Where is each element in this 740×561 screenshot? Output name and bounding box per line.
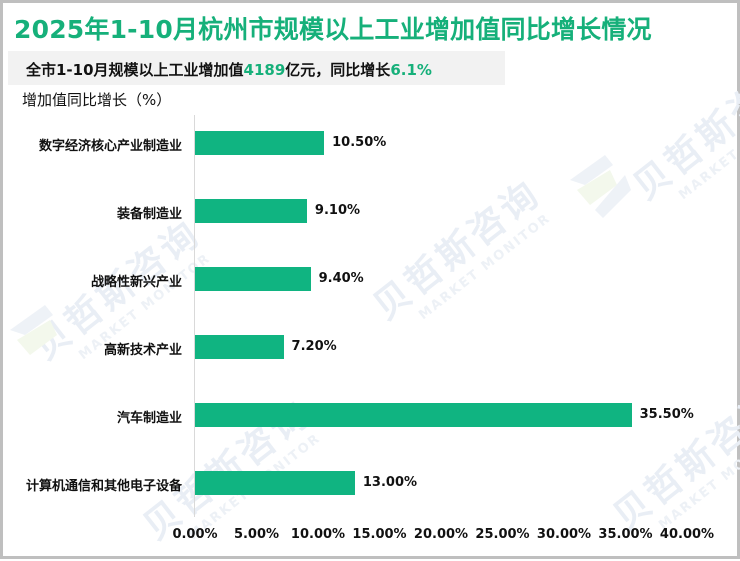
data-label: 10.50% xyxy=(332,135,387,150)
bar xyxy=(195,199,307,223)
x-tick-label: 15.00% xyxy=(352,527,407,542)
x-tick-label: 35.00% xyxy=(598,527,653,542)
bar xyxy=(195,403,632,427)
x-tick-label: 20.00% xyxy=(413,527,469,542)
category-label: 数字经济核心产业制造业 xyxy=(38,139,182,154)
y-axis-line xyxy=(194,115,195,517)
data-label: 13.00% xyxy=(362,475,418,490)
data-label: 9.40% xyxy=(318,271,364,286)
summary-box: 全市1-10月规模以上工业增加值4189亿元，同比增长6.1% xyxy=(8,51,505,85)
data-label: 35.50% xyxy=(639,407,694,422)
x-tick-label: 0.00% xyxy=(172,527,218,542)
x-tick-label: 5.00% xyxy=(233,527,280,542)
category-label: 计算机通信和其他电子设备 xyxy=(25,479,182,494)
summary-text: 全市1-10月规模以上工业增加值4189亿元，同比增长6.1% xyxy=(26,61,432,79)
x-tick-label: 25.00% xyxy=(475,527,530,542)
axis-title: 增加值同比增长（%） xyxy=(22,91,172,109)
x-tick-label: 40.00% xyxy=(659,527,715,542)
data-label: 9.10% xyxy=(314,203,361,218)
summary-growth: 6.1% xyxy=(390,61,432,79)
x-tick-label: 30.00% xyxy=(536,527,592,542)
bar xyxy=(195,471,355,495)
category-label: 汽车制造业 xyxy=(116,411,182,426)
category-label: 高新技术产业 xyxy=(103,343,182,358)
bar xyxy=(195,267,311,291)
chart-title: 2025年1-10月杭州市规模以上工业增加值同比增长情况 xyxy=(14,15,652,44)
x-tick-label: 10.00% xyxy=(290,527,346,542)
bar xyxy=(195,131,325,155)
bar xyxy=(195,335,284,359)
summary-value: 4189 xyxy=(243,61,286,79)
category-label: 装备制造业 xyxy=(116,207,182,222)
data-label: 7.20% xyxy=(291,339,337,354)
category-label: 战略性新兴产业 xyxy=(90,275,182,290)
